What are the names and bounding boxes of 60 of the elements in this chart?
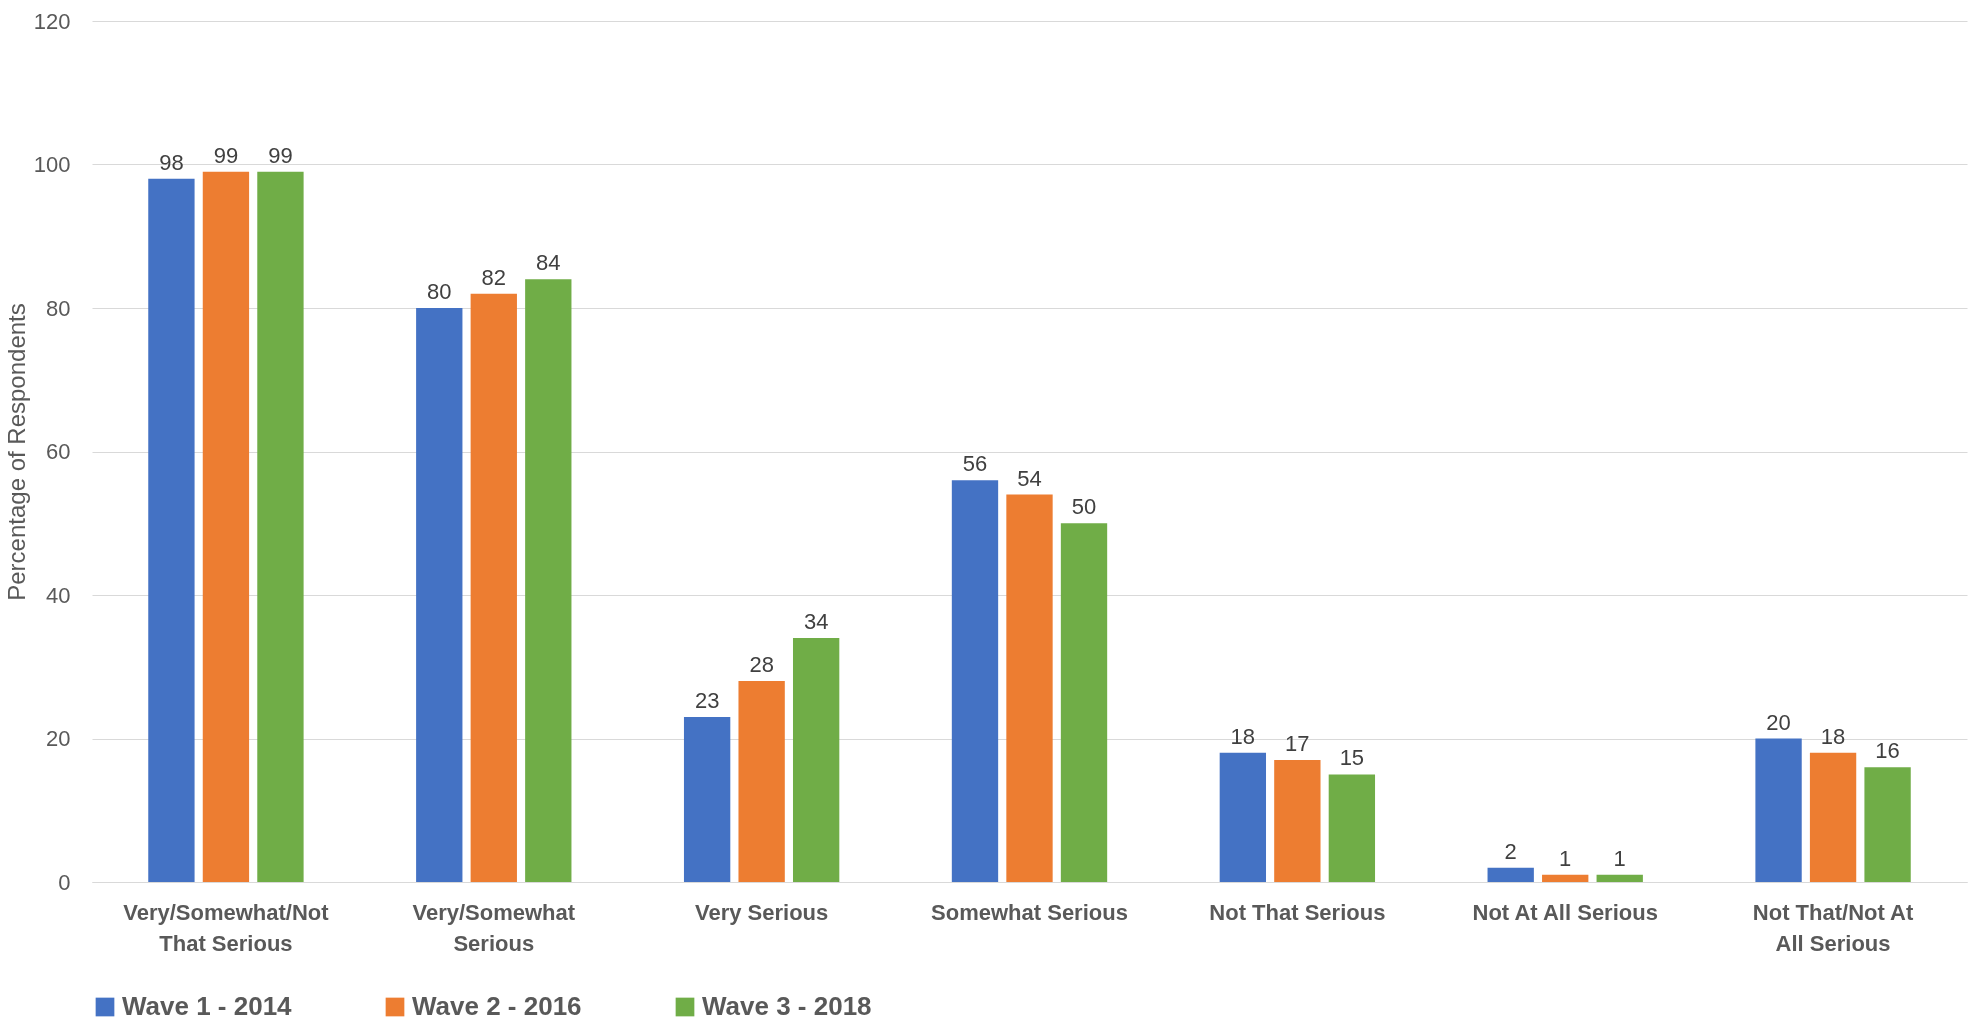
- data-label: 1: [1559, 845, 1572, 871]
- bar: [738, 681, 785, 882]
- data-label: 18: [1820, 723, 1846, 749]
- data-label: 15: [1339, 745, 1365, 771]
- x-tick-label: Not At All Serious: [1472, 899, 1658, 925]
- y-axis-title: Percentage of Respondents: [2, 303, 30, 601]
- bar: [1864, 767, 1911, 882]
- legend-label: Wave 1 - 2014: [122, 991, 293, 1021]
- y-tick-label: 80: [46, 295, 71, 321]
- x-tick-label: Very Serious: [694, 899, 829, 925]
- bar: [1219, 752, 1267, 882]
- bar: [470, 293, 517, 882]
- bar: [1596, 874, 1643, 882]
- bar: [792, 638, 840, 882]
- data-label: 56: [962, 451, 988, 477]
- legend-label: Wave 2 - 2016: [412, 991, 582, 1021]
- bar: [1542, 874, 1589, 882]
- bar: [525, 279, 572, 882]
- legend-label: Wave 3 - 2018: [702, 991, 872, 1021]
- data-label: 80: [427, 279, 452, 304]
- data-label: 20: [1766, 709, 1791, 735]
- bar: [257, 171, 304, 882]
- data-label: 17: [1285, 731, 1310, 757]
- data-label: 84: [536, 250, 561, 276]
- data-label: 82: [481, 264, 507, 290]
- data-label: 23: [694, 687, 720, 713]
- y-tick-label: 60: [46, 439, 71, 464]
- data-label: 18: [1230, 723, 1256, 749]
- data-label: 99: [213, 142, 239, 168]
- y-tick-label: 0: [58, 869, 71, 895]
- data-label: 50: [1071, 494, 1097, 520]
- data-label: 2: [1504, 838, 1517, 864]
- bar: [1060, 523, 1108, 882]
- data-label: 34: [803, 609, 829, 635]
- y-tick-label: 120: [33, 8, 71, 34]
- data-label: 1: [1613, 845, 1626, 871]
- bar: [1006, 494, 1053, 882]
- bar: [1487, 867, 1534, 882]
- x-tick-label: Very/Somewhat Serious: [412, 899, 576, 956]
- x-tick-label: Not That Serious: [1209, 899, 1386, 925]
- bar: [1274, 760, 1321, 882]
- bar: [683, 716, 731, 882]
- y-tick-label: 40: [46, 582, 71, 608]
- bar: [1809, 752, 1857, 882]
- bar: [951, 480, 999, 882]
- x-tick-label: Very/Somewhat/Not That Serious: [123, 899, 330, 956]
- y-tick-label: 20: [46, 726, 71, 751]
- bar: [416, 308, 463, 882]
- data-label: 16: [1875, 738, 1900, 764]
- bar: [1755, 738, 1802, 882]
- data-label: 54: [1017, 465, 1042, 491]
- bar: [1328, 774, 1376, 882]
- y-tick-label: 100: [33, 152, 71, 177]
- x-tick-label: Not That/Not At All Serious: [1752, 899, 1914, 956]
- bar: [202, 171, 250, 882]
- x-tick-label: Somewhat Serious: [931, 899, 1128, 925]
- data-label: 28: [749, 652, 774, 678]
- data-label: 99: [268, 142, 293, 168]
- bar: [148, 178, 195, 882]
- data-label: 98: [159, 149, 184, 175]
